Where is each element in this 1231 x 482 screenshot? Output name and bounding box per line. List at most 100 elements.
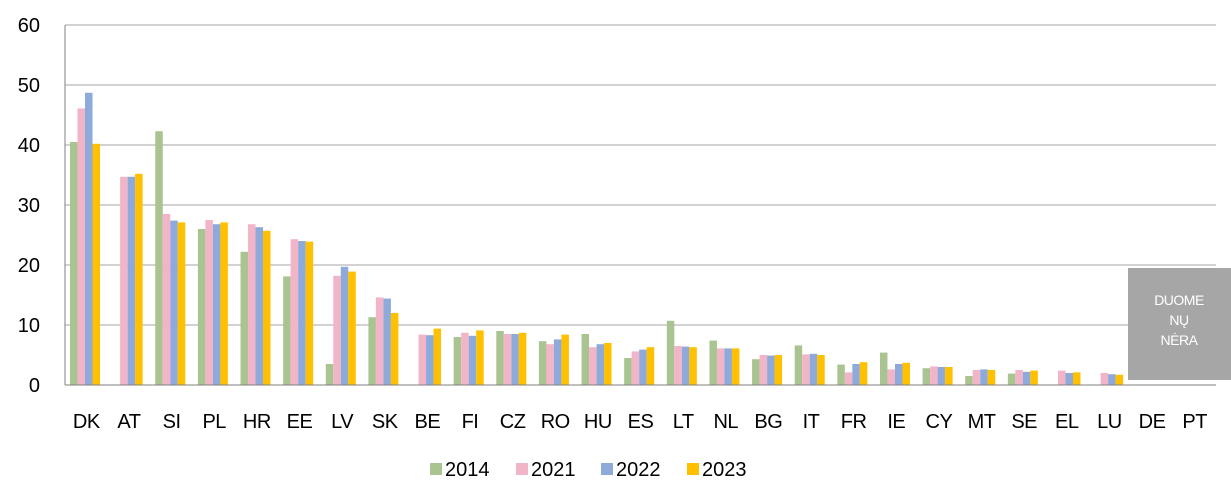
bar-bg-2014 [752,359,760,385]
bar-at-2022 [127,176,136,385]
bar-dk-2014 [70,142,78,385]
bar-ro-2022 [553,339,562,385]
bar-el-2023 [1072,372,1081,385]
bar-hu-2021 [589,347,597,385]
bar-mt-2022 [980,369,988,385]
bar-ro-2014 [538,341,547,385]
x-tick-label: LU [1097,411,1122,433]
bar-be-2023 [433,328,442,385]
x-tick-label: LT [673,411,694,433]
legend-swatch [601,463,613,475]
x-tick-label: EL [1055,411,1079,433]
bar-nl-2023 [731,348,740,385]
bar-ee-2021 [290,239,299,385]
bar-hu-2022 [596,344,605,385]
x-tick-label: CZ [500,411,526,433]
bar-fr-2014 [837,364,845,385]
bar-ee-2023 [305,241,314,385]
bar-fi-2022 [468,335,477,385]
bar-cz-2021 [503,334,512,385]
bar-fi-2023 [476,330,484,385]
bar-fr-2022 [852,364,860,385]
bar-ro-2023 [561,334,569,385]
bar-it-2022 [809,353,818,385]
x-tick-label: NL [713,411,738,433]
bar-nl-2021 [716,348,725,385]
legend-label: 2022 [616,459,661,481]
bar-ee-2014 [283,276,291,385]
bar-mt-2021 [972,370,981,385]
x-tick-label: EE [287,411,313,433]
y-axis-ticks: 0 10 20 30 40 50 60 [18,15,40,397]
x-tick-label: BG [754,411,782,433]
legend: 2014 2021 2022 2023 [430,459,747,481]
bar-lt-2023 [689,347,697,385]
no-data-text: DUOME [1154,292,1204,308]
bar-fi-2014 [453,337,462,385]
bar-hr-2021 [248,224,256,385]
bar-bg-2023 [774,355,783,385]
no-data-note: DUOME NŲ NĖRA [1128,268,1231,380]
x-axis-ticks: DK AT SI PL HR EE LV SK BE FI CZ RO HU ES LT NL BG IT FR IE… [73,411,1208,433]
bar-ie-2023 [902,362,910,385]
bar-ee-2022 [298,241,306,385]
x-tick-label: DE [1139,411,1166,433]
y-tick-label: 40 [18,135,40,157]
x-tick-label: SI [163,411,181,433]
bar-dk-2022 [85,92,93,386]
bar-cz-2022 [511,334,519,385]
x-tick-label: CY [926,411,953,433]
bar-at-2023 [135,173,143,385]
x-tick-label: ES [628,411,654,433]
y-tick-label: 20 [18,255,40,277]
bar-el-2021 [1057,370,1066,385]
x-tick-label: DK [73,411,101,433]
bar-cy-2021 [930,366,938,385]
bar-lv-2021 [333,275,341,385]
bar-dk-2023 [92,143,100,385]
x-tick-label: PL [202,411,226,433]
bar-bg-2022 [767,355,775,385]
bar-es-2023 [646,347,655,385]
bar-hr-2023 [263,230,271,385]
bar-cz-2014 [496,331,504,385]
y-tick-label: 50 [18,75,40,97]
legend-swatch [516,463,528,475]
bar-sk-2022 [383,298,391,385]
bar-es-2014 [624,358,632,385]
bar-nl-2014 [709,340,717,385]
bar-si-2021 [162,214,171,385]
x-tick-label: FR [841,411,867,433]
bar-dk-2021 [77,108,85,386]
bar-lv-2022 [340,266,349,385]
bar-be-2022 [426,335,434,385]
bar-ie-2014 [879,352,888,385]
bar-mt-2023 [987,370,996,385]
bar-ro-2021 [546,344,554,385]
bar-si-2023 [177,222,186,385]
bar-it-2023 [817,355,825,385]
bar-cy-2023 [945,367,953,385]
bar-lt-2014 [666,320,675,385]
x-tick-label: SE [1011,411,1037,433]
bar-si-2022 [170,220,178,385]
bar-es-2021 [631,351,640,385]
bar-sk-2023 [390,313,399,385]
bar-hr-2022 [255,227,264,385]
legend-swatch [430,463,442,475]
legend-label: 2023 [702,459,747,481]
bar-lu-2022 [1108,374,1116,385]
bar-lv-2023 [348,271,356,385]
bar-se-2014 [1007,373,1016,385]
bar-be-2021 [418,334,427,385]
bar-lt-2021 [674,346,682,385]
bar-it-2014 [794,345,803,385]
legend-swatch [687,463,699,475]
no-data-text: NĖRA [1161,331,1199,348]
legend-label: 2021 [531,459,576,481]
x-tick-label: SK [372,411,399,433]
x-tick-label: IT [803,411,820,433]
y-tick-label: 0 [29,375,40,397]
bar-cz-2023 [518,332,527,385]
